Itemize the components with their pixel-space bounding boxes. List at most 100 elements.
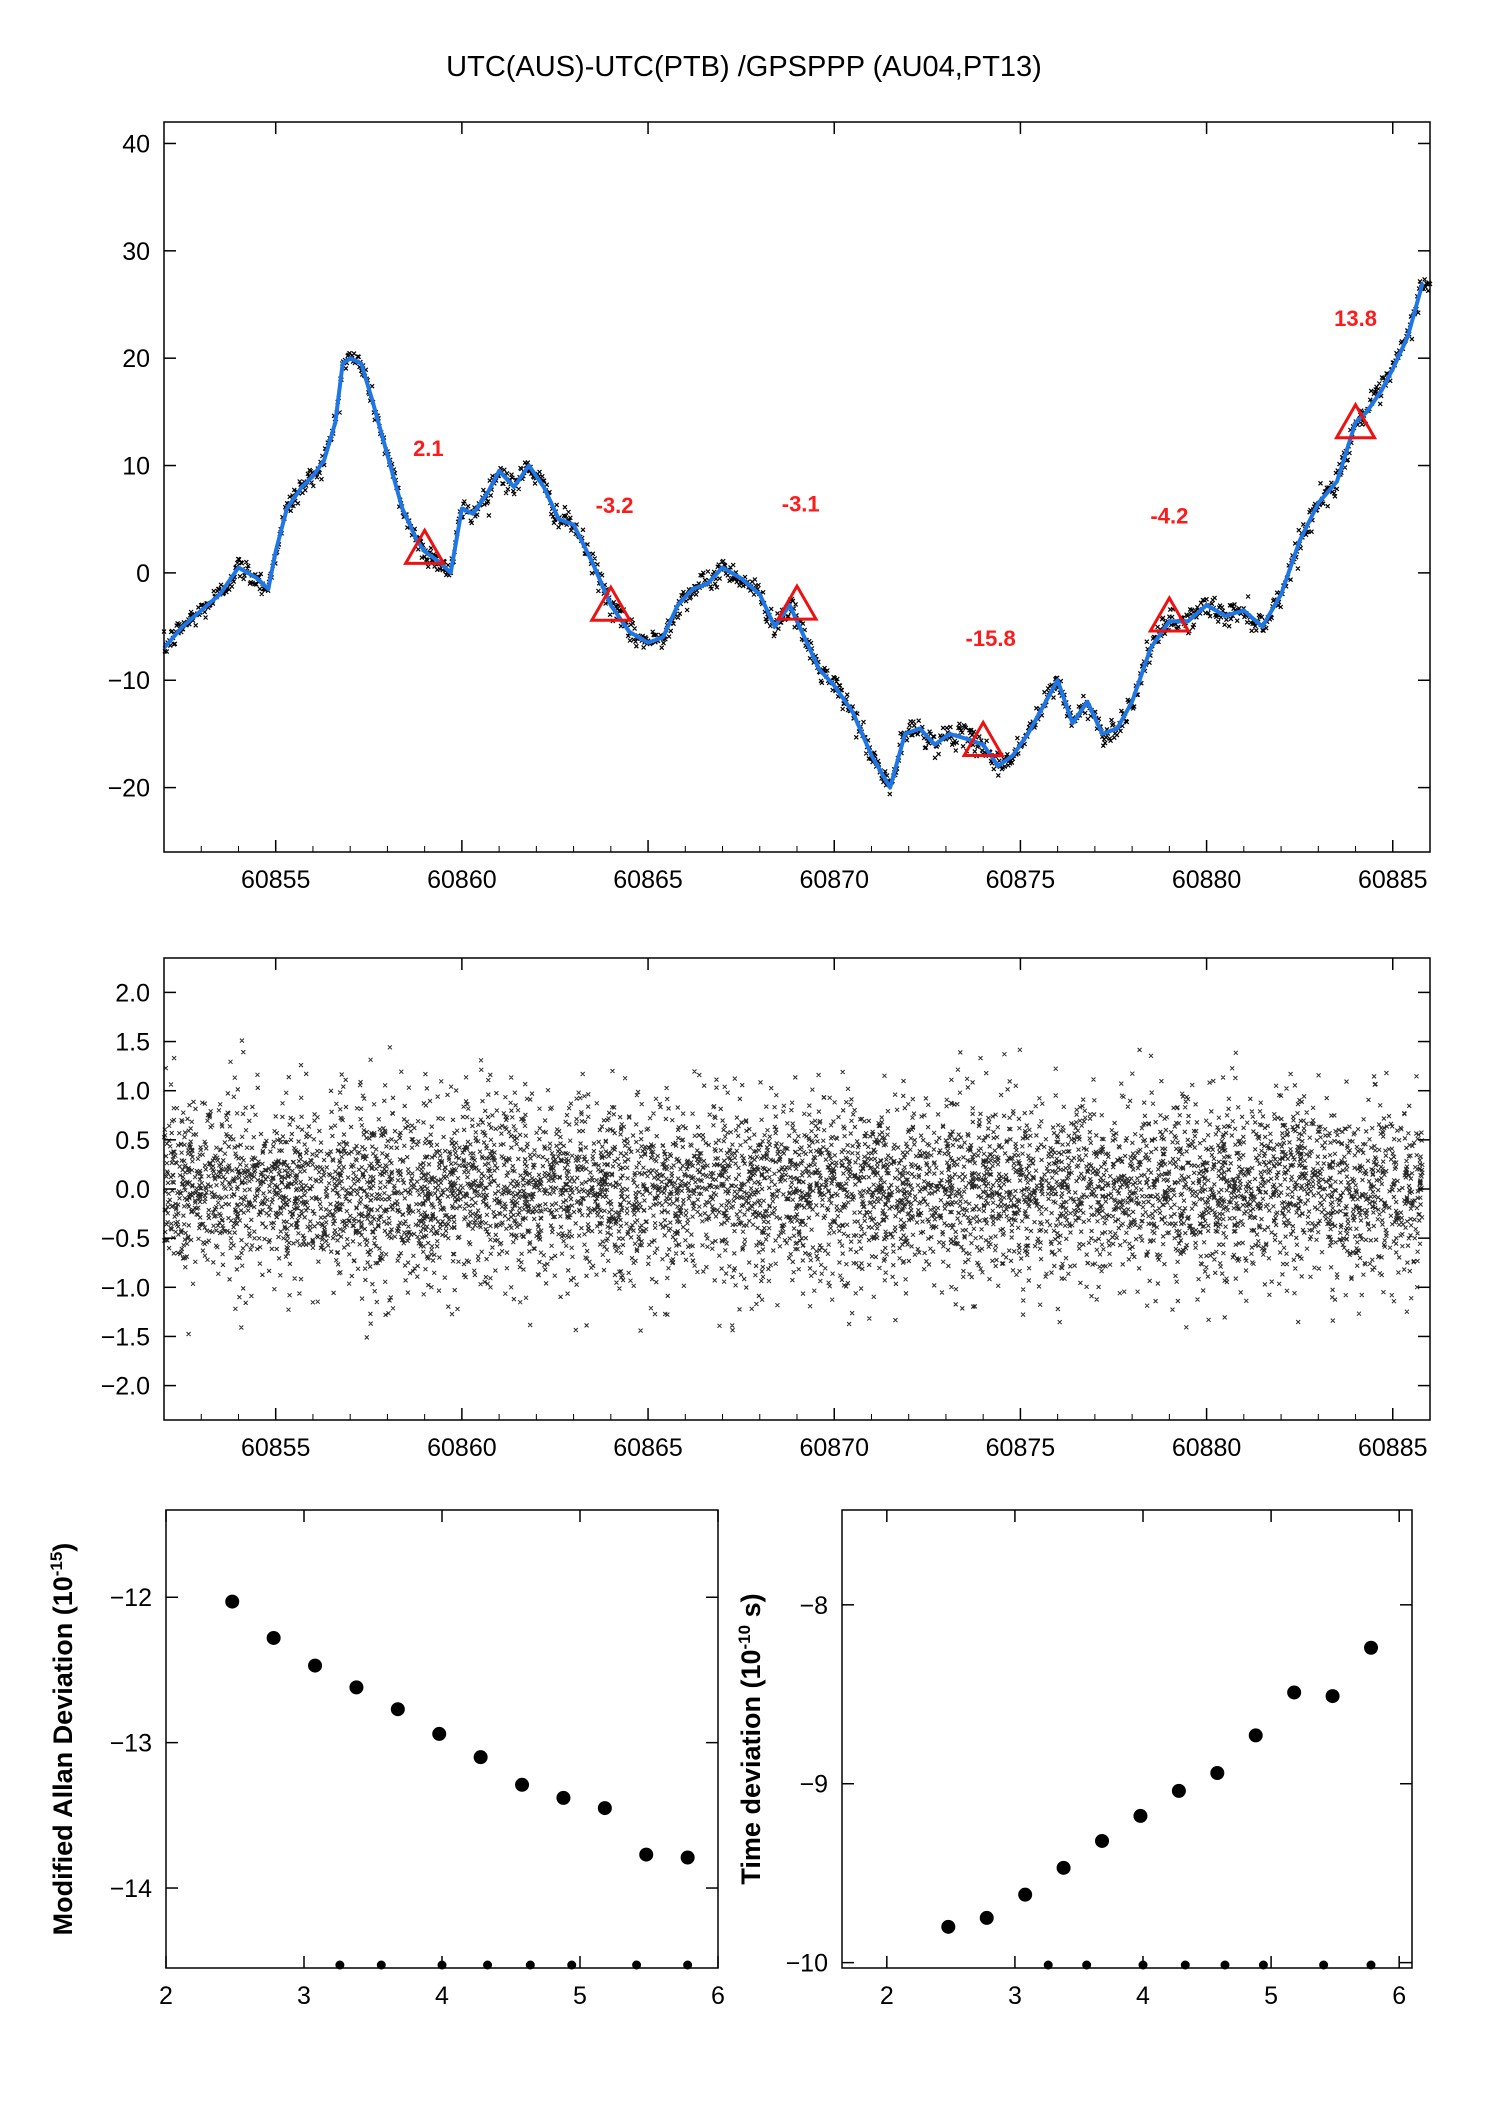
- data-point: [1095, 1833, 1110, 1848]
- data-point: [941, 1919, 956, 1934]
- x-tick-label: 2: [880, 1982, 894, 2010]
- x-tick-label: 60880: [1172, 866, 1242, 894]
- x-tick-label: 60885: [1358, 866, 1428, 894]
- x-tick-label: 60880: [1172, 1434, 1242, 1462]
- smoothed-series-line: [162, 282, 1425, 790]
- ref-marker: [683, 1960, 693, 1970]
- x-tick-label: 60860: [427, 866, 497, 894]
- panel-middle-residuals: 60855 60860 60865 60870 60875 60880 60885 −2.0 −…: [101, 957, 1431, 1462]
- x-tick-label: 60855: [241, 1434, 311, 1462]
- ref-marker: [1319, 1960, 1329, 1970]
- x-tick-label: 60870: [799, 866, 869, 894]
- y-tick-label: −20: [108, 775, 150, 803]
- y-axis-label-end: ): [48, 1543, 78, 1552]
- x-tick-label: 2: [159, 1982, 173, 2010]
- y-tick-label: −0.5: [101, 1225, 150, 1253]
- data-point: [556, 1790, 571, 1805]
- data-point: [1287, 1685, 1302, 1700]
- y-axis-label-end: s): [736, 1593, 766, 1625]
- marker-value-label: -3.2: [596, 493, 634, 518]
- data-point: [1248, 1728, 1263, 1743]
- y-tick-label: 0.0: [115, 1176, 150, 1204]
- triangle-marker: [1147, 594, 1191, 633]
- ref-marker: [1366, 1960, 1376, 1970]
- data-point: [349, 1680, 364, 1695]
- x-tick-label: 6: [711, 1982, 725, 2010]
- y-tick-label: 1.5: [115, 1029, 150, 1057]
- y-tick-label: −14: [110, 1875, 153, 1903]
- data-point: [979, 1910, 994, 1925]
- y-axis-label: Time deviation (10-10 s): [735, 1593, 766, 1884]
- y-axis-label-main: Time deviation (10: [736, 1650, 766, 1885]
- ref-marker: [1180, 1960, 1190, 1970]
- data-point: [1325, 1689, 1340, 1704]
- x-tick-label: 60860: [427, 1434, 497, 1462]
- marker-value-label: -15.8: [966, 626, 1016, 651]
- marker-value-label: -3.1: [782, 492, 820, 517]
- x-tick-label: 60875: [986, 1434, 1056, 1462]
- ref-marker: [525, 1960, 535, 1970]
- data-point: [680, 1850, 695, 1865]
- data-point: [1210, 1765, 1225, 1780]
- x-tick-label: 3: [1008, 1982, 1022, 2010]
- x-tick-label: 3: [297, 1982, 311, 2010]
- y-tick-label: −10: [108, 667, 150, 695]
- data-point: [515, 1777, 530, 1792]
- ref-marker: [1138, 1960, 1148, 1970]
- ref-marker: [1082, 1960, 1092, 1970]
- data-point: [473, 1750, 488, 1765]
- data-point: [1171, 1783, 1186, 1798]
- data-point: [432, 1726, 447, 1741]
- y-tick-label: 10: [122, 453, 150, 481]
- x-tick-label: 60885: [1358, 1434, 1428, 1462]
- triangle-marker: [961, 719, 1005, 757]
- triangle-marker: [589, 584, 633, 622]
- ref-marker: [1258, 1960, 1268, 1970]
- marker-value-label: 2.1: [413, 436, 444, 461]
- panel-top-timeseries: 2.1 -3.2 -3.1 -15.8 -4.2 13.8 60855 60860 60865 6…: [108, 121, 1433, 894]
- y-tick-label: −9: [799, 1771, 828, 1799]
- y-axis-label: Modified Allan Deviation (10-15): [47, 1543, 78, 1936]
- x-tick-label: 60855: [241, 866, 311, 894]
- x-tick-label: 5: [573, 1982, 587, 2010]
- ref-marker: [632, 1960, 642, 1970]
- y-tick-label: 30: [122, 238, 150, 266]
- data-point: [390, 1702, 405, 1717]
- x-tick-label: 60865: [613, 866, 683, 894]
- ref-marker: [376, 1960, 386, 1970]
- triangle-marker: [775, 583, 819, 621]
- y-tick-label: 40: [122, 130, 150, 158]
- data-point: [597, 1801, 612, 1816]
- y-tick-label: −1.0: [101, 1274, 150, 1302]
- triangle-marker: [1333, 401, 1378, 440]
- y-axis-label-exponent: -15: [47, 1552, 66, 1577]
- y-tick-label: −1.5: [101, 1323, 150, 1351]
- panel-bottom-right-tdev: 2 3 4 5 6 −10 −9 −8 Time deviation (10-10 s): [735, 1509, 1413, 2010]
- ref-marker: [1220, 1960, 1230, 1970]
- data-point: [1133, 1808, 1148, 1823]
- ref-marker: [335, 1960, 345, 1970]
- y-tick-label: 1.0: [115, 1078, 150, 1106]
- data-point: [1056, 1860, 1071, 1875]
- y-tick-label: −13: [110, 1730, 152, 1758]
- x-tick-label: 6: [1392, 1982, 1406, 2010]
- y-tick-label: −10: [786, 1950, 828, 1978]
- panel-bottom-left-mdev: 2 3 4 5 6 −14 −13 −12 Modified Allan Deviation (…: [47, 1509, 725, 2010]
- data-point: [225, 1594, 240, 1609]
- y-tick-label: 2.0: [115, 979, 150, 1007]
- data-point: [639, 1847, 654, 1862]
- ref-marker: [1043, 1960, 1053, 1970]
- data-point: [266, 1630, 281, 1645]
- y-tick-label: 0.5: [115, 1127, 150, 1155]
- data-point: [1018, 1887, 1033, 1902]
- y-axis-label-main: Modified Allan Deviation (10: [48, 1576, 78, 1935]
- chart-title: UTC(AUS)-UTC(PTB) /GPSPPP (AU04,PT13): [446, 51, 1042, 83]
- residual-points: [161, 1038, 1425, 1340]
- data-point: [1364, 1640, 1379, 1655]
- x-tick-label: 60875: [986, 866, 1056, 894]
- ref-marker: [437, 1960, 447, 1970]
- x-tick-label: 60870: [799, 1434, 869, 1462]
- plot-frame: [841, 1509, 1413, 1969]
- marker-value-label: -4.2: [1150, 504, 1188, 529]
